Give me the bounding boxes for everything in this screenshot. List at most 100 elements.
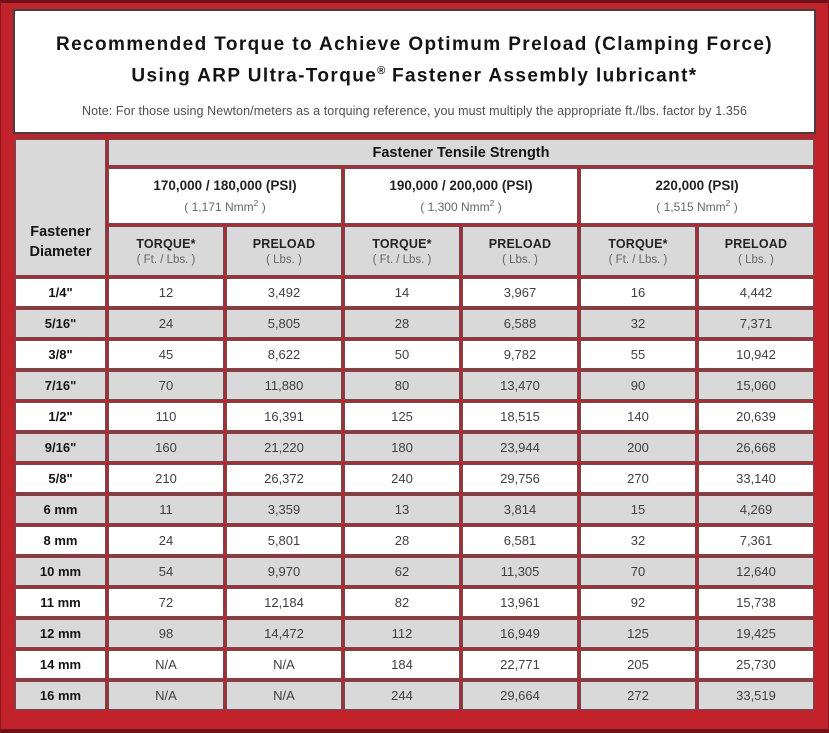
title-line2-tail: Fastener Assembly lubricant* — [385, 65, 698, 87]
row-label: 5/16" — [15, 309, 106, 338]
torque-column-header-3: TORQUE* ( Ft. / Lbs. ) — [580, 226, 696, 276]
fastener-diameter-header: Fastener Diameter — [15, 139, 106, 276]
psi-group-220: 220,000 (PSI) ( 1,515 Nmm2 ) — [580, 168, 814, 224]
table-row: 1/4" 12 3,492 14 3,967 16 4,442 — [15, 278, 814, 307]
preload-value: 3,359 — [226, 495, 342, 524]
preload-value: 18,515 — [462, 402, 578, 431]
table-row: 6 mm 11 3,359 13 3,814 15 4,269 — [15, 495, 814, 524]
preload-value: N/A — [226, 681, 342, 710]
torque-value: 184 — [344, 650, 460, 679]
table-header: Fastener Diameter Fastener Tensile Stren… — [15, 139, 814, 276]
preload-value: 21,220 — [226, 433, 342, 462]
preload-value: 10,942 — [698, 340, 814, 369]
tensile-strength-row: Fastener Diameter Fastener Tensile Stren… — [15, 139, 814, 276]
table-row: 1/2" 110 16,391 125 18,515 140 20,639 — [15, 402, 814, 431]
preload-value: 5,801 — [226, 526, 342, 555]
torque-preload-header-row: TORQUE* ( Ft. / Lbs. ) PRELOAD ( Lbs. ) … — [15, 226, 814, 276]
preload-value: 14,472 — [226, 619, 342, 648]
torque-value: 70 — [108, 371, 224, 400]
preload-value: 33,140 — [698, 464, 814, 493]
preload-value: 9,782 — [462, 340, 578, 369]
torque-value: N/A — [108, 681, 224, 710]
preload-value: 11,880 — [226, 371, 342, 400]
psi-label: 220,000 (PSI) — [655, 178, 739, 193]
psi-group-row: 170,000 / 180,000 (PSI) ( 1,171 Nmm2 ) 1… — [15, 168, 814, 224]
psi-group-170-180: 170,000 / 180,000 (PSI) ( 1,171 Nmm2 ) — [108, 168, 342, 224]
torque-value: 272 — [580, 681, 696, 710]
preload-value: 5,805 — [226, 309, 342, 338]
torque-value: 16 — [580, 278, 696, 307]
row-label: 7/16" — [15, 371, 106, 400]
torque-value: 80 — [344, 371, 460, 400]
preload-value: 12,640 — [698, 557, 814, 586]
row-label: 1/4" — [15, 278, 106, 307]
tensile-strength-header: Fastener Tensile Strength — [108, 139, 814, 166]
preload-value: 20,639 — [698, 402, 814, 431]
preload-value: 16,391 — [226, 402, 342, 431]
table-row: 12 mm 98 14,472 112 16,949 125 19,425 — [15, 619, 814, 648]
preload-value: 13,470 — [462, 371, 578, 400]
row-label: 3/8" — [15, 340, 106, 369]
preload-value: 25,730 — [698, 650, 814, 679]
torque-value: 125 — [344, 402, 460, 431]
row-label: 14 mm — [15, 650, 106, 679]
document-page: Recommended Torque to Achieve Optimum Pr… — [13, 9, 816, 723]
preload-value: 4,269 — [698, 495, 814, 524]
torque-value: 112 — [344, 619, 460, 648]
torque-column-header-1: TORQUE* ( Ft. / Lbs. ) — [108, 226, 224, 276]
row-label: 16 mm — [15, 681, 106, 710]
row-label: 11 mm — [15, 588, 106, 617]
table-row: 3/8" 45 8,622 50 9,782 55 10,942 — [15, 340, 814, 369]
torque-column-header-2: TORQUE* ( Ft. / Lbs. ) — [344, 226, 460, 276]
superscript-2: 2 — [489, 198, 495, 208]
nmm-label: ( 1,300 Nmm2 ) — [420, 198, 502, 214]
row-label: 8 mm — [15, 526, 106, 555]
preload-value: 15,060 — [698, 371, 814, 400]
table-row: 5/16" 24 5,805 28 6,588 32 7,371 — [15, 309, 814, 338]
torque-value: 28 — [344, 309, 460, 338]
torque-value: 98 — [108, 619, 224, 648]
title-block: Recommended Torque to Achieve Optimum Pr… — [13, 9, 816, 134]
torque-value: 72 — [108, 588, 224, 617]
preload-value: 26,372 — [226, 464, 342, 493]
preload-value: 6,581 — [462, 526, 578, 555]
torque-value: 240 — [344, 464, 460, 493]
torque-value: N/A — [108, 650, 224, 679]
torque-value: 24 — [108, 309, 224, 338]
nmm-label: ( 1,171 Nmm2 ) — [184, 198, 266, 214]
table-row: 14 mm N/A N/A 184 22,771 205 25,730 — [15, 650, 814, 679]
row-label: 10 mm — [15, 557, 106, 586]
preload-value: 29,664 — [462, 681, 578, 710]
torque-value: 45 — [108, 340, 224, 369]
document-title-line2: Using ARP Ultra-Torque® Fastener Assembl… — [15, 58, 814, 89]
preload-value: 26,668 — [698, 433, 814, 462]
preload-value: 19,425 — [698, 619, 814, 648]
torque-table: Fastener Diameter Fastener Tensile Stren… — [13, 137, 816, 712]
torque-value: 11 — [108, 495, 224, 524]
torque-value: 270 — [580, 464, 696, 493]
torque-value: 205 — [580, 650, 696, 679]
torque-value: 200 — [580, 433, 696, 462]
torque-value: 13 — [344, 495, 460, 524]
row-label: 1/2" — [15, 402, 106, 431]
preload-value: 29,756 — [462, 464, 578, 493]
table-row: 5/8" 210 26,372 240 29,756 270 33,140 — [15, 464, 814, 493]
document-title-line1: Recommended Torque to Achieve Optimum Pr… — [55, 34, 774, 55]
preload-value: 7,361 — [698, 526, 814, 555]
preload-value: 6,588 — [462, 309, 578, 338]
preload-value: 33,519 — [698, 681, 814, 710]
torque-value: 32 — [580, 526, 696, 555]
torque-value: 70 — [580, 557, 696, 586]
preload-column-header-3: PRELOAD ( Lbs. ) — [698, 226, 814, 276]
torque-value: 32 — [580, 309, 696, 338]
preload-value: 11,305 — [462, 557, 578, 586]
torque-value: 12 — [108, 278, 224, 307]
torque-value: 244 — [344, 681, 460, 710]
fastener-diameter-header-line2: Diameter — [29, 244, 92, 260]
preload-value: 22,771 — [462, 650, 578, 679]
torque-value: 140 — [580, 402, 696, 431]
torque-value: 15 — [580, 495, 696, 524]
preload-value: 15,738 — [698, 588, 814, 617]
preload-value: 8,622 — [226, 340, 342, 369]
torque-value: 210 — [108, 464, 224, 493]
